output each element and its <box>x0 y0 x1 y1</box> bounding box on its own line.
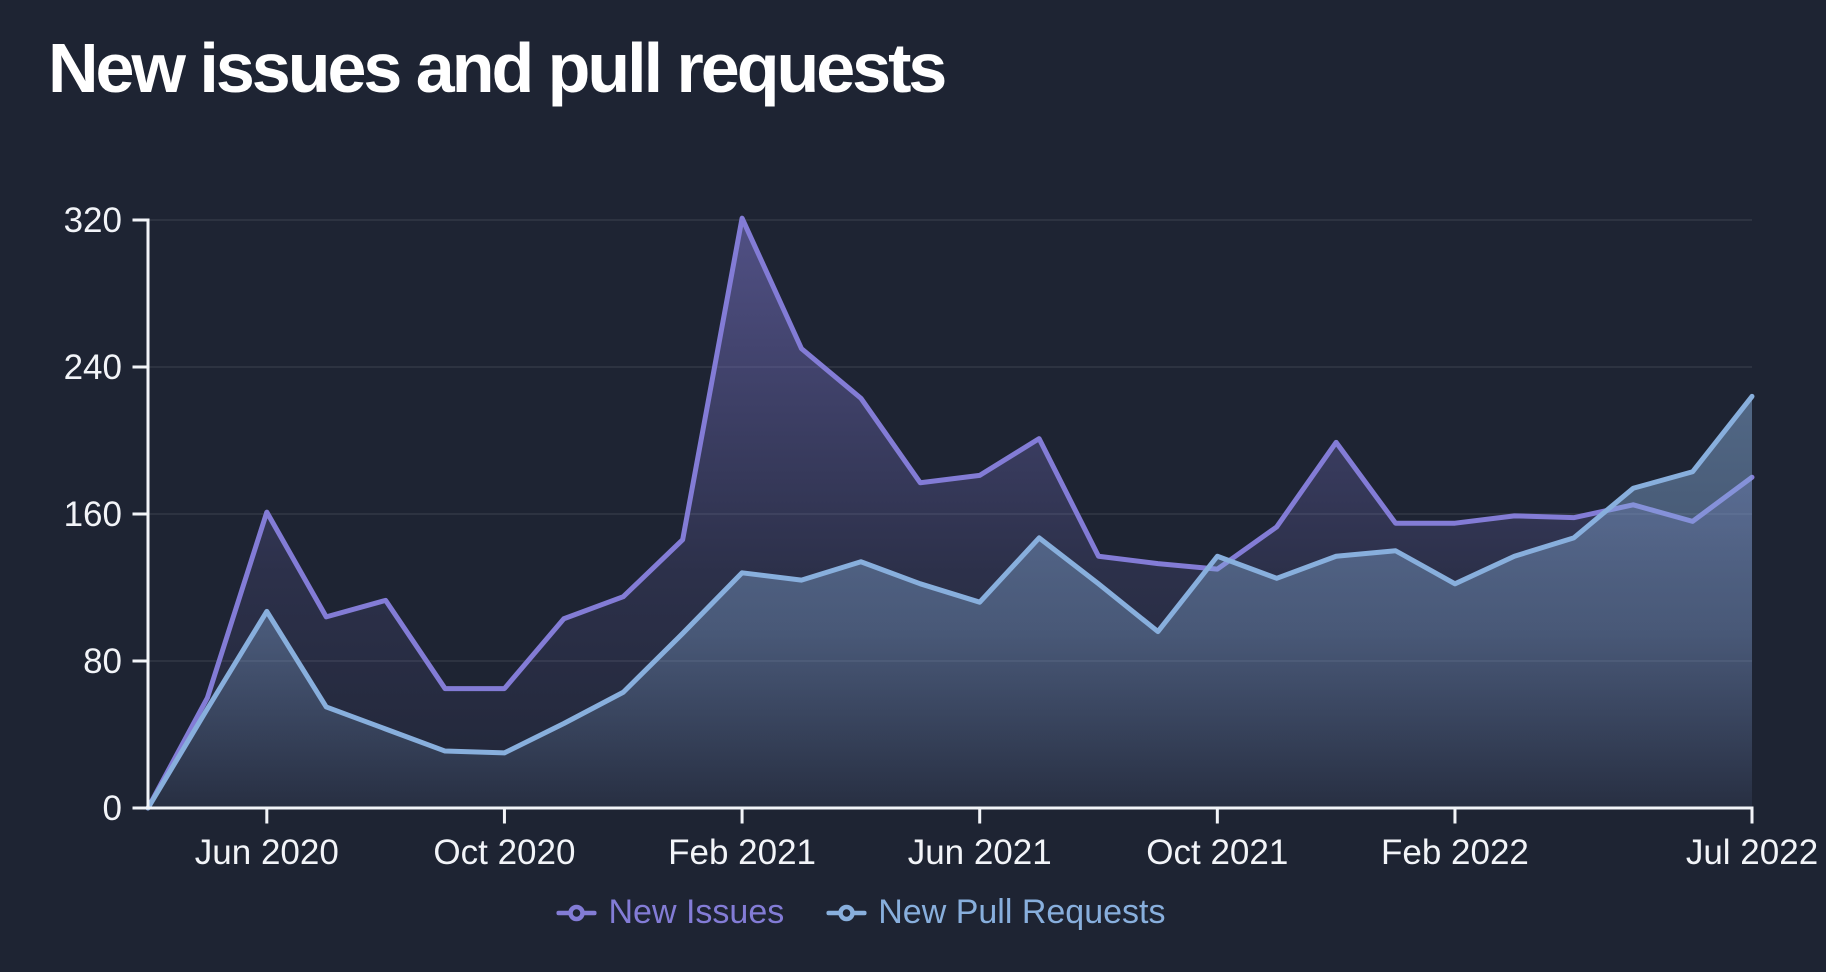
line-circle-marker-icon <box>556 904 597 921</box>
area-pull_requests <box>148 396 1752 808</box>
legend-label-new-pull-requests: New Pull Requests <box>878 893 1166 931</box>
x-tick-label: Oct 2021 <box>1146 833 1288 872</box>
line-issues <box>145 215 1755 811</box>
y-tick-label: 240 <box>64 348 122 387</box>
line-circle-marker-icon <box>826 904 867 921</box>
x-tick-label: Jun 2021 <box>908 833 1052 872</box>
legend-item-new-pull-requests[interactable]: New Pull Requests <box>826 893 1165 932</box>
x-tick-label: Feb 2021 <box>668 833 816 872</box>
legend-label-new-issues: New Issues <box>608 893 785 931</box>
line-pull_requests <box>145 393 1755 811</box>
x-tick-label: Feb 2022 <box>1381 833 1529 872</box>
legend-item-new-issues[interactable]: New Issues <box>556 893 785 932</box>
x-tick-label: Jun 2020 <box>195 833 339 872</box>
y-tick-label: 160 <box>64 495 122 534</box>
y-tick-label: 320 <box>64 201 122 240</box>
chart-title: New issues and pull requests <box>48 29 947 107</box>
x-tick-label: Oct 2020 <box>433 833 575 872</box>
y-tick-label: 80 <box>83 642 122 681</box>
x-tick-label: Jul 2022 <box>1686 833 1818 872</box>
chart-legend: New Issues New Pull Requests <box>556 893 1165 932</box>
y-tick-label: 0 <box>103 789 122 828</box>
